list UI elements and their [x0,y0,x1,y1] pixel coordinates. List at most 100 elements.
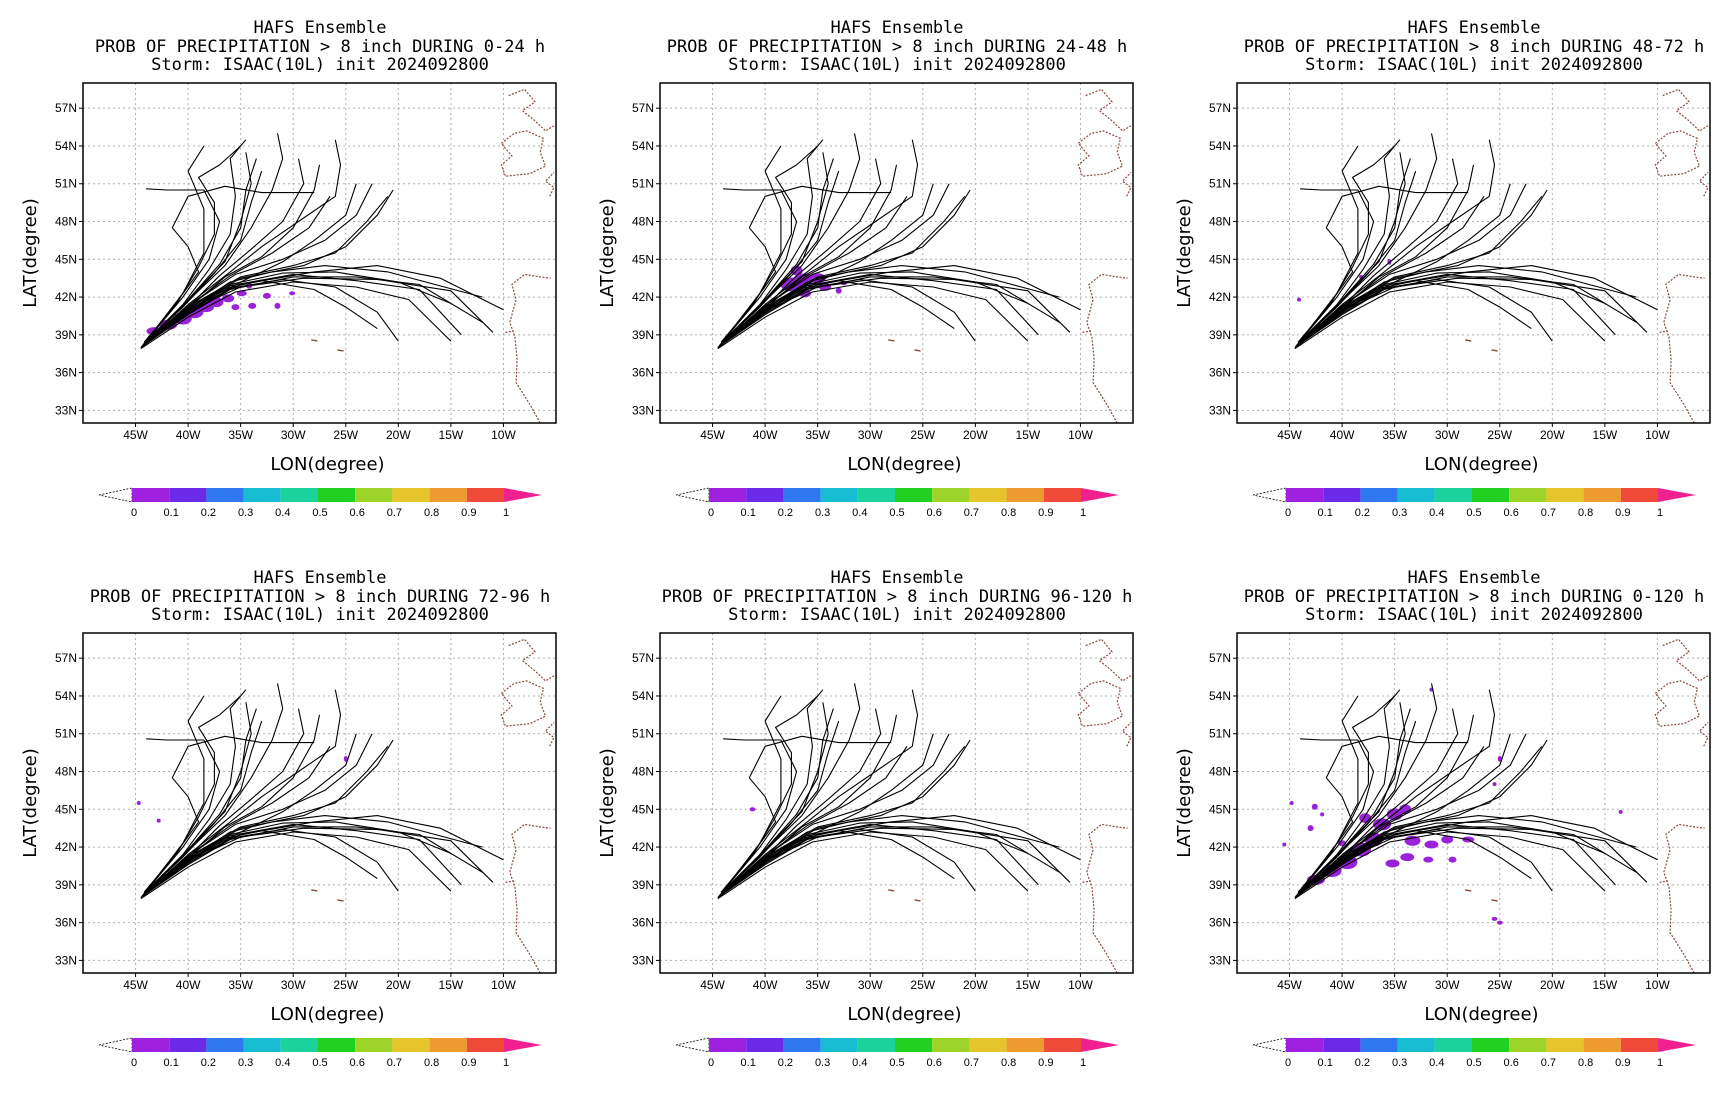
lon-tick-label: 10W [491,428,516,442]
probability-area [1424,840,1439,849]
lat-tick-label: 45N [55,252,77,266]
colorbar-label: 0.1 [741,1057,756,1069]
colorbar-label: 0.8 [1578,1057,1593,1069]
colorbar-label: 1 [1657,1057,1663,1069]
colorbar-segment [206,1038,244,1052]
coastline [1086,823,1128,973]
coastline [508,88,555,132]
colorbar-segment [1472,488,1510,502]
coastline [1663,823,1705,973]
ensemble-track [143,745,331,895]
ensemble-track [1297,183,1511,346]
probability-area [1297,297,1302,302]
probability-area [749,807,756,812]
ensemble-track [720,739,971,896]
colorbar-under-arrow [98,487,133,503]
lat-tick-label: 36N [1209,916,1231,930]
panel-6: HAFS Ensemble PROB OF PRECIPITATION > 8 i… [1154,550,1731,1100]
colorbar-segment [932,1038,970,1052]
title-probability: PROB OF PRECIPITATION > 8 inch DURING 0-… [95,37,545,57]
ensemble-track [1294,281,1606,350]
x-axis-label: LON(degree) [270,1004,384,1025]
y-axis-label: LAT(degree) [597,748,618,857]
lon-tick-label: 20W [963,428,988,442]
ensemble-track [1294,828,1553,898]
ensemble-track [720,145,819,343]
x-axis-label: LON(degree) [847,1004,961,1025]
lon-tick-label: 10W [1645,978,1670,992]
ensemble-track [1297,745,1485,895]
lat-tick-label: 39N [55,878,77,892]
ensemble-track [1299,683,1438,893]
ensemble-track [143,745,389,896]
ensemble-track [1299,188,1375,342]
coastlines [311,638,555,973]
colorbar-label: 1 [503,507,509,519]
lat-tick-label: 36N [632,916,654,930]
probability-area [1385,859,1400,868]
colorbar-label: 0.7 [387,507,402,519]
colorbar-segment [169,1038,207,1052]
ensemble-track [722,738,798,892]
colorbar-segment [1397,488,1435,502]
ensemble-track [1299,133,1438,343]
lat-tick-label: 33N [55,403,77,417]
colorbar-label: 0.3 [815,507,830,519]
ensemble-tracks [717,133,1081,350]
lon-tick-label: 25W [910,428,935,442]
colorbar-segment [1583,488,1621,502]
colorbar-label: 0.9 [1038,507,1053,519]
map-frame [1236,632,1711,974]
lat-tick-label: 36N [632,366,654,380]
colorbar-label: 0.5 [1466,1057,1481,1069]
lat-tick-label: 42N [632,290,654,304]
ensemble-track [717,276,1060,348]
lon-tick-label: 40W [1330,428,1355,442]
coastline [1662,638,1709,682]
island [914,899,921,902]
coastlines [888,638,1132,973]
lon-tick-label: 25W [1487,428,1512,442]
colorbar-over-arrow [504,488,542,502]
colorbar-label: 0.9 [461,507,476,519]
colorbar-label: 0.1 [1318,1057,1333,1069]
lat-tick-label: 48N [1209,765,1231,779]
colorbar-label: 1 [1657,507,1663,519]
colorbar-label: 0.3 [1392,507,1407,519]
lat-tick-label: 51N [55,177,77,191]
colorbar-segment [280,1038,318,1052]
colorbar-label: 0.9 [1038,1057,1053,1069]
colorbar-segment [783,488,821,502]
colorbar: 0 0.1 0.2 0.3 0.4 0.5 0.6 0.7 0.8 0.9 1 [98,1037,542,1069]
ensemble-track [722,683,861,893]
x-axis-label: LON(degree) [1424,454,1538,475]
lon-tick-label: 10W [1645,428,1670,442]
colorbar-segment [429,1038,467,1052]
colorbar: 0 0.1 0.2 0.3 0.4 0.5 0.6 0.7 0.8 0.9 1 [1252,1037,1696,1069]
lat-tick-label: 57N [55,101,77,115]
title-probability: PROB OF PRECIPITATION > 8 inch DURING 96… [662,587,1133,607]
coastline [1121,171,1132,197]
colorbar-segment [1397,1038,1435,1052]
colorbar-segment [280,488,318,502]
map-frame [659,632,1134,974]
lon-tick-label: 25W [1487,978,1512,992]
lon-tick-label: 45W [700,428,725,442]
coastlines [1465,88,1709,423]
island [1491,899,1498,902]
panel-3: HAFS Ensemble PROB OF PRECIPITATION > 8 i… [1154,0,1731,550]
title-storm: Storm: ISAAC(10L) init 2024092800 [728,55,1066,75]
panel-2: HAFS Ensemble PROB OF PRECIPITATION > 8 i… [577,0,1154,550]
colorbar-segment [392,488,430,502]
probability-area [1307,825,1314,832]
colorbar-label: 0.8 [424,507,439,519]
lat-tick-label: 42N [55,840,77,854]
lat-tick-label: 33N [632,403,654,417]
title-storm: Storm: ISAAC(10L) init 2024092800 [728,605,1066,625]
ensemble-track [722,133,861,343]
colorbar-segment [1434,1038,1472,1052]
lat-tick-label: 51N [1209,177,1231,191]
colorbar-segment [206,488,244,502]
lon-tick-label: 45W [1277,978,1302,992]
